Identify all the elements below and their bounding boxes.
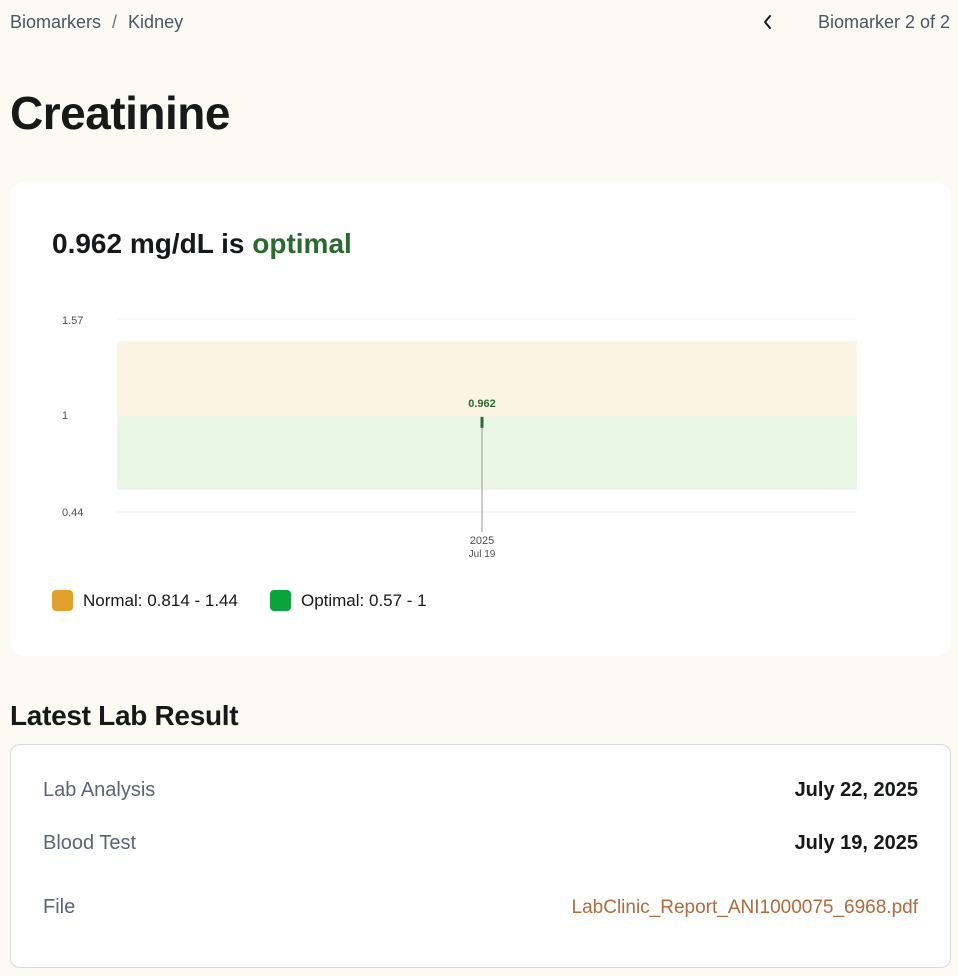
optimal-range-band (117, 416, 857, 490)
x-tick-year: 2025 (470, 535, 494, 547)
lab-analysis-row: Lab Analysis July 22, 2025 (43, 779, 918, 802)
blood-test-row: Blood Test July 19, 2025 (43, 832, 918, 855)
result-summary: 0.962 mg/dL is optimal (52, 228, 352, 260)
y-tick-label: 0.44 (62, 507, 83, 519)
top-bar: Biomarkers / Kidney Biomarker 2 of 2 (10, 8, 950, 36)
data-point[interactable] (480, 416, 484, 428)
data-label: 0.962 (468, 398, 496, 410)
legend-label: Normal: 0.814 - 1.44 (83, 590, 238, 610)
biomarker-chart-card: 0.962 mg/dL is optimal 1.57 1 0.44 0.962… (10, 182, 951, 656)
breadcrumb-separator: / (112, 11, 118, 32)
previous-biomarker-button[interactable] (756, 10, 780, 34)
legend-label: Optimal: 0.57 - 1 (300, 590, 427, 610)
row-label: File (43, 896, 76, 918)
optimal-swatch (269, 590, 291, 611)
normal-swatch (52, 590, 73, 611)
latest-lab-result-title: Latest Lab Result (10, 700, 239, 731)
biomarker-chart: 1.57 1 0.44 0.962 2025 Jul 19 (62, 315, 857, 560)
report-file-link[interactable]: LabClinic_Report_ANI1000075_6968.pdf (571, 896, 918, 918)
file-row: File LabClinic_Report_ANI1000075_6968.pd… (43, 896, 918, 919)
breadcrumb: Biomarkers / Kidney (10, 12, 183, 33)
biomarker-pager: Biomarker 2 of 2 (756, 10, 950, 34)
legend-item-optimal: Optimal: 0.57 - 1 (269, 590, 427, 611)
chart-legend: Normal: 0.814 - 1.44 Optimal: 0.57 - 1 (52, 590, 459, 611)
chevron-left-icon (763, 15, 771, 29)
breadcrumb-current: Kidney (128, 11, 184, 32)
y-tick-label: 1 (62, 410, 68, 422)
row-label: Lab Analysis (43, 779, 156, 801)
legend-item-normal: Normal: 0.814 - 1.44 (52, 590, 238, 611)
breadcrumb-biomarkers-link[interactable]: Biomarkers (10, 11, 102, 32)
x-tick-date: Jul 19 (469, 549, 496, 560)
page-title: Creatinine (10, 87, 230, 139)
row-value: July 19, 2025 (794, 832, 918, 854)
row-value: July 22, 2025 (794, 779, 918, 801)
pager-label: Biomarker 2 of 2 (817, 11, 950, 32)
y-tick-label: 1.57 (62, 315, 83, 327)
result-value-text: 0.962 mg/dL is (52, 228, 245, 259)
latest-lab-result-card: Lab Analysis July 22, 2025 Blood Test Ju… (10, 744, 951, 968)
row-label: Blood Test (43, 832, 137, 854)
result-status: optimal (252, 228, 352, 259)
